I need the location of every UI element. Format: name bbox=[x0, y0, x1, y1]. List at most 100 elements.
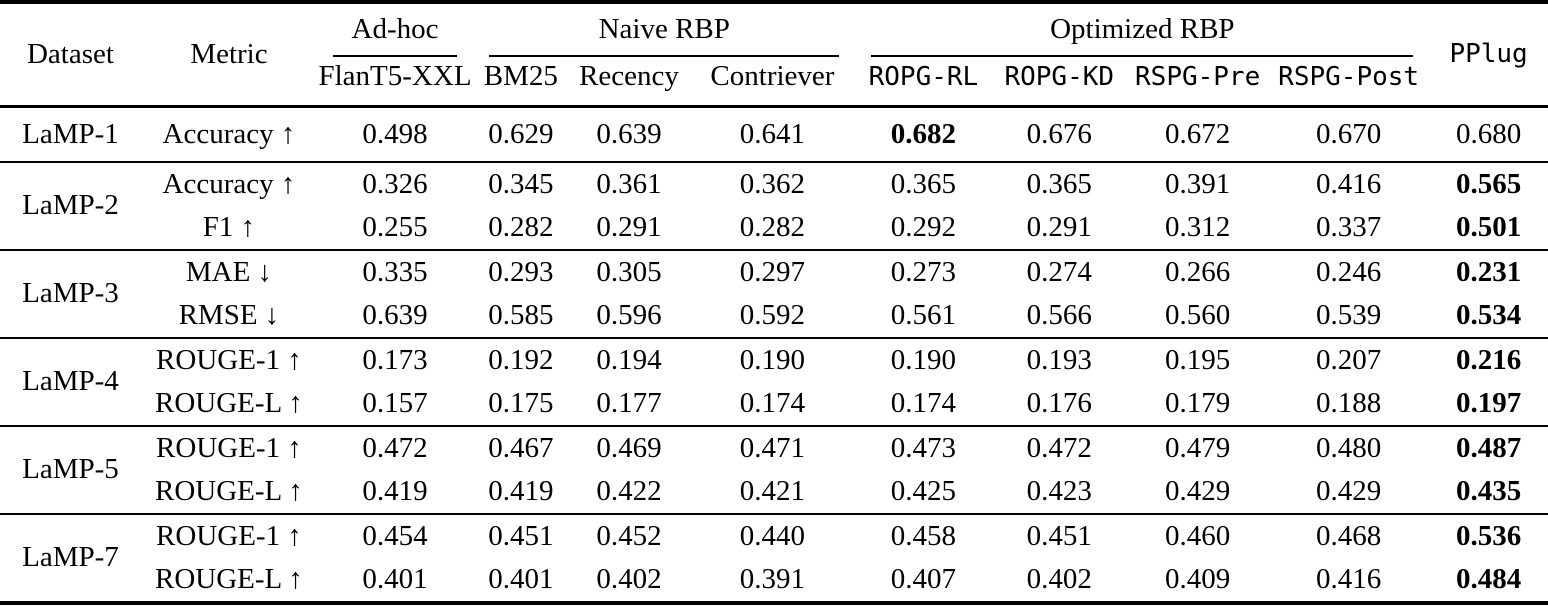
value-cell-flant5-xxl: 0.326 bbox=[362, 167, 428, 200]
value-cell-rspg-post: 0.429 bbox=[1315, 474, 1382, 507]
column-header-ropg-kd: ROPG-KD bbox=[1004, 61, 1115, 92]
value-cell-rspg-post: 0.539 bbox=[1315, 298, 1382, 331]
column-header-flant5-xxl: FlanT5-XXL bbox=[318, 60, 472, 93]
value-cell-pplug: 0.565 bbox=[1455, 167, 1522, 200]
value-cell-ropg-kd: 0.402 bbox=[1026, 562, 1092, 595]
value-cell-flant5-xxl: 0.173 bbox=[362, 343, 428, 376]
table-row: ROUGE-L ↑ 0.157 0.175 0.177 0.174 0.174 0.176 0… bbox=[0, 382, 1548, 426]
column-header-dataset: Dataset bbox=[26, 37, 114, 70]
value-cell-pplug: 0.680 bbox=[1455, 117, 1522, 150]
column-header-pplug: PPlug bbox=[1449, 39, 1528, 70]
value-cell-flant5-xxl: 0.419 bbox=[362, 474, 428, 507]
header-row-methods: FlanT5-XXL BM25 Recency Contriever ROPG-RL RO… bbox=[0, 57, 1548, 106]
metric-cell: ROUGE-L ↑ bbox=[154, 562, 303, 595]
value-cell-contriever: 0.297 bbox=[739, 255, 806, 288]
dataset-group-lamp-5: LaMP-5 ROUGE-1 ↑ 0.472 0.467 0.469 0.471 0.473… bbox=[0, 426, 1548, 515]
table-header: Dataset Metric Ad-hoc Naive RBP Optimized RB… bbox=[0, 2, 1548, 107]
value-cell-rspg-pre: 0.479 bbox=[1165, 431, 1231, 464]
value-cell-ropg-kd: 0.566 bbox=[1026, 298, 1092, 331]
dataset-name-cell: LaMP-3 bbox=[22, 277, 119, 310]
group-underline-rule bbox=[489, 55, 840, 58]
value-cell-rspg-pre: 0.672 bbox=[1165, 117, 1231, 150]
value-cell-ropg-kd: 0.274 bbox=[1026, 255, 1092, 288]
value-cell-ropg-kd: 0.291 bbox=[1026, 210, 1092, 243]
value-cell-rspg-pre: 0.460 bbox=[1165, 519, 1231, 552]
column-header-rspg-pre: RSPG-Pre bbox=[1135, 61, 1261, 92]
column-header-contriever: Contriever bbox=[710, 60, 835, 93]
value-cell-ropg-rl: 0.174 bbox=[890, 386, 957, 419]
value-cell-bm25: 0.585 bbox=[488, 298, 554, 331]
metric-cell: Accuracy ↑ bbox=[162, 167, 296, 200]
value-cell-flant5-xxl: 0.255 bbox=[362, 210, 428, 243]
metric-cell: ROUGE-1 ↑ bbox=[156, 343, 302, 376]
value-cell-pplug: 0.197 bbox=[1455, 386, 1522, 419]
value-cell-rspg-post: 0.416 bbox=[1315, 167, 1382, 200]
group-underline-rule bbox=[871, 55, 1414, 58]
dataset-name-cell: LaMP-4 bbox=[22, 365, 119, 398]
value-cell-flant5-xxl: 0.454 bbox=[362, 519, 428, 552]
value-cell-bm25: 0.451 bbox=[488, 519, 554, 552]
value-cell-rspg-post: 0.207 bbox=[1315, 343, 1382, 376]
value-cell-recency: 0.177 bbox=[596, 386, 662, 419]
value-cell-contriever: 0.282 bbox=[739, 210, 806, 243]
metric-cell: F1 ↑ bbox=[202, 210, 256, 243]
value-cell-rspg-post: 0.188 bbox=[1315, 386, 1382, 419]
value-cell-ropg-rl: 0.561 bbox=[890, 298, 957, 331]
value-cell-bm25: 0.467 bbox=[488, 431, 554, 464]
value-cell-bm25: 0.401 bbox=[488, 562, 554, 595]
value-cell-recency: 0.469 bbox=[596, 431, 662, 464]
value-cell-flant5-xxl: 0.401 bbox=[362, 562, 428, 595]
value-cell-ropg-rl: 0.682 bbox=[890, 117, 957, 150]
column-header-metric: Metric bbox=[190, 37, 268, 70]
value-cell-ropg-kd: 0.365 bbox=[1026, 167, 1092, 200]
value-cell-ropg-rl: 0.407 bbox=[890, 562, 957, 595]
dataset-name-cell: LaMP-2 bbox=[22, 189, 119, 222]
value-cell-rspg-pre: 0.560 bbox=[1165, 298, 1231, 331]
value-cell-flant5-xxl: 0.498 bbox=[362, 117, 428, 150]
value-cell-rspg-pre: 0.195 bbox=[1165, 343, 1231, 376]
dataset-group-lamp-7: LaMP-7 ROUGE-1 ↑ 0.454 0.451 0.452 0.440 0.458… bbox=[0, 514, 1548, 604]
metric-cell: ROUGE-L ↑ bbox=[154, 386, 303, 419]
value-cell-bm25: 0.629 bbox=[488, 117, 554, 150]
value-cell-recency: 0.596 bbox=[596, 298, 662, 331]
value-cell-contriever: 0.471 bbox=[739, 431, 806, 464]
value-cell-pplug: 0.534 bbox=[1455, 298, 1522, 331]
value-cell-flant5-xxl: 0.335 bbox=[362, 255, 428, 288]
dataset-group-lamp-1: LaMP-1 Accuracy ↑ 0.498 0.629 0.639 0.641 0.68… bbox=[0, 107, 1548, 163]
metric-cell: RMSE ↓ bbox=[178, 298, 280, 331]
value-cell-ropg-rl: 0.425 bbox=[890, 474, 957, 507]
value-cell-ropg-rl: 0.473 bbox=[890, 431, 957, 464]
value-cell-bm25: 0.293 bbox=[488, 255, 554, 288]
value-cell-flant5-xxl: 0.472 bbox=[362, 431, 428, 464]
value-cell-ropg-kd: 0.676 bbox=[1026, 117, 1092, 150]
value-cell-pplug: 0.435 bbox=[1455, 474, 1522, 507]
value-cell-pplug: 0.487 bbox=[1455, 431, 1522, 464]
value-cell-ropg-rl: 0.458 bbox=[890, 519, 957, 552]
value-cell-rspg-post: 0.468 bbox=[1315, 519, 1382, 552]
value-cell-ropg-rl: 0.292 bbox=[890, 210, 957, 243]
value-cell-recency: 0.305 bbox=[596, 255, 662, 288]
group-header-label: Naive RBP bbox=[598, 13, 730, 45]
value-cell-rspg-post: 0.246 bbox=[1315, 255, 1382, 288]
column-header-recency: Recency bbox=[579, 60, 679, 93]
table-row: RMSE ↓ 0.639 0.585 0.596 0.592 0.561 0.566 0.56… bbox=[0, 294, 1548, 338]
value-cell-ropg-kd: 0.451 bbox=[1026, 519, 1092, 552]
column-header-bm25: BM25 bbox=[483, 60, 558, 93]
dataset-group-lamp-2: LaMP-2 Accuracy ↑ 0.326 0.345 0.361 0.362 0.36… bbox=[0, 162, 1548, 251]
group-underline-rule bbox=[333, 55, 458, 58]
value-cell-recency: 0.361 bbox=[596, 167, 662, 200]
value-cell-bm25: 0.282 bbox=[488, 210, 554, 243]
value-cell-recency: 0.194 bbox=[596, 343, 662, 376]
dataset-group-lamp-4: LaMP-4 ROUGE-1 ↑ 0.173 0.192 0.194 0.190 0.190… bbox=[0, 338, 1548, 427]
value-cell-contriever: 0.592 bbox=[739, 298, 806, 331]
value-cell-rspg-post: 0.670 bbox=[1315, 117, 1382, 150]
value-cell-ropg-kd: 0.423 bbox=[1026, 474, 1092, 507]
group-header-naive-rbp: Naive RBP bbox=[473, 2, 855, 58]
value-cell-recency: 0.452 bbox=[596, 519, 662, 552]
value-cell-flant5-xxl: 0.639 bbox=[362, 298, 428, 331]
metric-cell: ROUGE-1 ↑ bbox=[156, 431, 302, 464]
value-cell-ropg-rl: 0.365 bbox=[890, 167, 957, 200]
value-cell-rspg-pre: 0.179 bbox=[1165, 386, 1231, 419]
group-header-optimized-rbp: Optimized RBP bbox=[855, 2, 1429, 58]
value-cell-contriever: 0.190 bbox=[739, 343, 806, 376]
